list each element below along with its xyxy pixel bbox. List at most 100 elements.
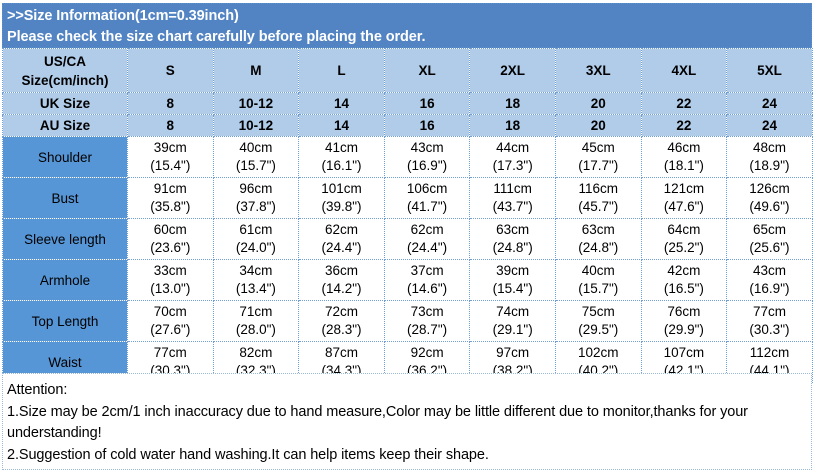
- region-size-value: 16: [383, 114, 471, 137]
- measurement-value-cm: 37cm: [410, 263, 444, 278]
- measurement-value-cm: 82cm: [239, 345, 273, 360]
- measurement-row: Armhole 33cm (13.0") 34cm (13.4") 36cm (14.2")…: [2, 259, 813, 301]
- measurement-label: Sleeve length: [2, 218, 128, 260]
- measurement-value-cm: 111cm: [493, 181, 532, 196]
- measurement-value-cell: 74cm (29.1"): [469, 300, 556, 342]
- measurement-value-cm: 77cm: [153, 345, 187, 360]
- size-unit-header-line2: Size(cm/inch): [21, 72, 109, 88]
- measurement-value-inch: (13.0"): [150, 281, 191, 296]
- measurement-value-cm: 62cm: [410, 222, 444, 237]
- measurement-value-cell: 48cm (18.9"): [726, 136, 813, 178]
- region-size-value: 22: [640, 92, 728, 115]
- banner-subtitle-line: Please check the size chart carefully be…: [7, 29, 426, 45]
- measurement-value-cm: 44cm: [496, 140, 530, 155]
- measurement-value-inch: (24.4"): [407, 240, 448, 255]
- measurement-value-cm: 43cm: [410, 140, 444, 155]
- measurement-label: Bust: [2, 177, 128, 219]
- measurement-value-cell: 75cm (29.5"): [554, 300, 642, 342]
- size-information-banner: >>Size Information(1cm=0.39inch) Please …: [2, 3, 812, 48]
- attention-title: Attention:: [7, 382, 68, 398]
- measurement-value-cm: 77cm: [752, 304, 786, 319]
- measurement-value-cm: 75cm: [581, 304, 615, 319]
- measurement-value-cell: 43cm (16.9"): [383, 136, 471, 178]
- measurement-value-cm: 91cm: [153, 181, 187, 196]
- measurement-value-inch: (35.8"): [150, 199, 191, 214]
- measurement-value-inch: (16.9"): [749, 281, 790, 296]
- size-column-header: 2XL: [469, 48, 556, 93]
- measurement-value-inch: (39.8"): [321, 199, 362, 214]
- measurement-value-cm: 48cm: [752, 140, 786, 155]
- measurement-value-cm: 65cm: [752, 222, 786, 237]
- measurement-value-inch: (16.1"): [321, 158, 362, 173]
- measurement-value-inch: (13.4"): [235, 281, 276, 296]
- region-size-label: AU Size: [2, 114, 128, 137]
- measurement-value-cm: 76cm: [667, 304, 701, 319]
- measurement-value-inch: (15.4"): [150, 158, 191, 173]
- measurement-value-cell: 39cm (15.4"): [127, 136, 214, 178]
- size-column-header: XL: [383, 48, 471, 93]
- measurement-value-cell: 76cm (29.9"): [640, 300, 728, 342]
- measurement-value-inch: (27.6"): [150, 322, 191, 337]
- measurement-value-inch: (41.7"): [407, 199, 448, 214]
- measurement-value-inch: (14.6"): [407, 281, 448, 296]
- measurement-value-cell: 62cm (24.4"): [383, 218, 471, 260]
- measurement-value-cm: 36cm: [324, 263, 358, 278]
- measurement-value-cell: 77cm (30.3"): [726, 300, 813, 342]
- attention-item-2: 2.Suggestion of cold water hand washing.…: [7, 446, 489, 463]
- measurement-value-cell: 61cm (24.0"): [212, 218, 300, 260]
- measurement-value-cm: 39cm: [496, 263, 530, 278]
- measurement-value-cm: 71cm: [239, 304, 273, 319]
- region-size-row: AU Size 8 10-12 14 16 18 20 22 24: [2, 114, 813, 137]
- measurement-value-cm: 45cm: [581, 140, 615, 155]
- measurement-value-cell: 65cm (25.6"): [726, 218, 813, 260]
- measurement-value-cell: 44cm (17.3"): [469, 136, 556, 178]
- measurement-value-cell: 72cm (28.3"): [298, 300, 385, 342]
- measurement-value-inch: (29.5"): [578, 322, 619, 337]
- size-header-row: US/CA Size(cm/inch) S M L XL 2XL 3XL 4XL 5XL: [2, 48, 813, 93]
- measurement-value-cm: 73cm: [410, 304, 444, 319]
- region-size-value: 18: [469, 114, 556, 137]
- measurement-value-inch: (18.1"): [663, 158, 704, 173]
- measurement-value-inch: (17.7"): [578, 158, 619, 173]
- measurement-value-cm: 64cm: [667, 222, 701, 237]
- region-size-value: 8: [127, 92, 214, 115]
- measurement-value-cm: 87cm: [324, 345, 358, 360]
- measurement-value-cm: 39cm: [153, 140, 187, 155]
- measurement-value-inch: (45.7"): [578, 199, 619, 214]
- measurement-value-cell: 62cm (24.4"): [298, 218, 385, 260]
- size-column-header: 5XL: [726, 48, 813, 93]
- measurement-value-inch: (24.4"): [321, 240, 362, 255]
- size-column-header: 3XL: [554, 48, 642, 93]
- region-size-value: 16: [383, 92, 471, 115]
- region-size-value: 14: [298, 114, 385, 137]
- measurement-value-cell: 64cm (25.2"): [640, 218, 728, 260]
- measurement-value-cell: 46cm (18.1"): [640, 136, 728, 178]
- region-size-row: UK Size 8 10-12 14 16 18 20 22 24: [2, 92, 813, 115]
- measurement-value-cell: 36cm (14.2"): [298, 259, 385, 301]
- measurement-value-cm: 101cm: [321, 181, 362, 196]
- region-size-value: 20: [554, 114, 642, 137]
- measurement-value-inch: (15.7"): [235, 158, 276, 173]
- measurement-row: Shoulder 39cm (15.4") 40cm (15.7") 41cm (16.1"…: [2, 136, 813, 178]
- measurement-value-inch: (25.2"): [663, 240, 704, 255]
- measurement-value-cell: 63cm (24.8"): [554, 218, 642, 260]
- measurement-value-inch: (28.3"): [321, 322, 362, 337]
- region-size-value: 14: [298, 92, 385, 115]
- measurement-value-inch: (28.0"): [235, 322, 276, 337]
- measurement-label: Top Length: [2, 300, 128, 342]
- size-unit-header-line1: US/CA: [43, 53, 86, 69]
- measurement-value-cell: 121cm (47.6"): [640, 177, 728, 219]
- measurement-value-cm: 97cm: [496, 345, 530, 360]
- measurement-value-cell: 63cm (24.8"): [469, 218, 556, 260]
- measurement-value-cell: 73cm (28.7"): [383, 300, 471, 342]
- region-size-value: 20: [554, 92, 642, 115]
- measurement-value-cm: 34cm: [239, 263, 273, 278]
- measurement-row: Sleeve length 60cm (23.6") 61cm (24.0") 62cm (…: [2, 218, 813, 260]
- measurement-value-inch: (16.5"): [663, 281, 704, 296]
- measurement-value-inch: (49.6"): [749, 199, 790, 214]
- size-unit-header: US/CA Size(cm/inch): [2, 48, 128, 93]
- measurement-value-cell: 41cm (16.1"): [298, 136, 385, 178]
- attention-note: Attention: 1.Size may be 2cm/1 inch inac…: [2, 373, 812, 470]
- measurement-value-inch: (25.6"): [749, 240, 790, 255]
